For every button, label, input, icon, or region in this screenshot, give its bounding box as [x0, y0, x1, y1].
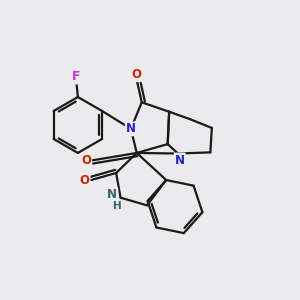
Text: H: H [113, 201, 122, 211]
Text: N: N [126, 122, 136, 135]
Text: O: O [132, 68, 142, 81]
Text: N: N [107, 188, 117, 201]
Text: N: N [175, 154, 185, 166]
Text: F: F [72, 70, 81, 83]
Text: O: O [81, 154, 91, 167]
Text: O: O [80, 173, 90, 187]
